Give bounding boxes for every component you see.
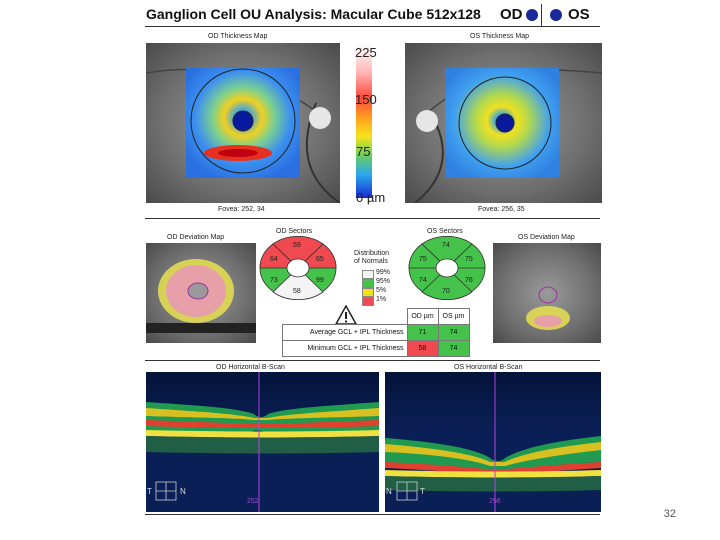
od-thickness-map: [146, 43, 340, 203]
od-orient-left: T: [147, 487, 152, 496]
table-corner: [283, 309, 408, 325]
od-fovea-label: Fovea: 252, 34: [218, 206, 265, 213]
od-bscan: [146, 372, 379, 512]
os-sector-superior: 74: [442, 242, 450, 249]
od-bscan-title: OD Horizontal B-Scan: [216, 364, 285, 371]
legend-label-5: 5%: [376, 287, 387, 294]
os-bscan-svg: [385, 372, 601, 512]
legend-label-1: 1%: [376, 296, 387, 303]
bottom-rule: [145, 514, 600, 515]
od-sector-inferior-nasal: 99: [316, 277, 324, 284]
od-sectors-title: OD Sectors: [276, 228, 313, 235]
legend-title: Distribution of Normals: [354, 250, 390, 265]
os-deviation-title: OS Deviation Map: [518, 234, 575, 241]
os-sectors-diagram: [408, 236, 486, 300]
os-label: OS: [568, 6, 590, 23]
od-sector-superior: 59: [293, 242, 301, 249]
od-sectors-diagram: [259, 236, 337, 300]
od-deviation-svg: [146, 259, 256, 333]
legend-label-95: 95%: [376, 278, 391, 285]
minimum-od-value: 58: [406, 340, 439, 357]
legend-swatch-5: [362, 288, 374, 297]
scale-tick-225: 225: [355, 45, 377, 60]
row-label-minimum: Minimum GCL + IPL Thickness: [282, 340, 408, 357]
os-sector-superior-temporal: 75: [419, 256, 427, 263]
os-sector-inferior-temporal: 74: [419, 277, 427, 284]
table-row: Average GCL + IPL Thickness 71 74: [282, 324, 470, 341]
section-rule-2: [145, 360, 600, 361]
os-sector-superior-nasal: 75: [465, 256, 473, 263]
od-bscan-marker: 252: [247, 498, 259, 505]
os-sector-inferior-nasal: 76: [465, 277, 473, 284]
os-thickness-title: OS Thickness Map: [470, 33, 530, 40]
od-bscan-svg: [146, 372, 379, 512]
os-deviation-svg: [526, 286, 570, 330]
os-thickness-map: [405, 43, 602, 203]
od-orient-right: N: [180, 487, 186, 496]
gcl-ipl-table: OD µm OS µm Average GCL + IPL Thickness …: [282, 308, 470, 357]
os-sectors-title: OS Sectors: [427, 228, 463, 235]
os-deviation-map: [493, 243, 601, 343]
os-thickness-svg: [414, 68, 602, 203]
od-deviation-title: OD Deviation Map: [167, 234, 225, 241]
average-od-value: 71: [406, 324, 439, 341]
od-sector-inferior: 58: [293, 288, 301, 295]
os-fovea-label: Fovea: 256, 35: [478, 206, 525, 213]
section-rule-1: [145, 218, 600, 219]
table-row: Minimum GCL + IPL Thickness 58 74: [282, 340, 470, 357]
od-deviation-map: [146, 243, 256, 343]
table-header-od: OD µm: [406, 308, 439, 325]
os-sector-inferior: 70: [442, 288, 450, 295]
scale-tick-150: 150: [355, 92, 377, 107]
od-sector-superior-nasal: 65: [316, 256, 324, 263]
thickness-color-scale: [356, 44, 372, 198]
od-thickness-title: OD Thickness Map: [208, 33, 268, 40]
row-label-average: Average GCL + IPL Thickness: [282, 324, 408, 341]
os-orient-left: N: [386, 487, 392, 496]
legend-swatch-99: [362, 270, 374, 279]
page-number: 32: [663, 508, 676, 520]
legend-label-99: 99%: [376, 269, 391, 276]
od-sector-superior-temporal: 64: [270, 256, 278, 263]
scale-tick-0: 0 µm: [356, 190, 386, 205]
average-os-value: 74: [437, 324, 470, 341]
scale-tick-75: 75: [356, 144, 371, 159]
table-header-os: OS µm: [437, 308, 470, 325]
os-orient-right: T: [420, 487, 425, 496]
os-bscan-title: OS Horizontal B-Scan: [454, 364, 523, 371]
minimum-os-value: 74: [437, 340, 470, 357]
os-bscan-marker: 256: [489, 498, 501, 505]
legend-swatch-1: [362, 297, 374, 306]
od-dot-icon: [526, 9, 538, 21]
header-divider: [541, 4, 542, 26]
od-sector-inferior-temporal: 73: [270, 277, 278, 284]
table-header-row: OD µm OS µm: [283, 308, 470, 325]
legend-swatch-95: [362, 279, 374, 288]
header-rule: [145, 26, 600, 27]
os-bscan: [385, 372, 601, 512]
od-label: OD: [500, 6, 523, 23]
report-title: Ganglion Cell OU Analysis: Macular Cube …: [146, 6, 481, 22]
od-thickness-svg: [146, 68, 340, 203]
os-dot-icon: [550, 9, 562, 21]
